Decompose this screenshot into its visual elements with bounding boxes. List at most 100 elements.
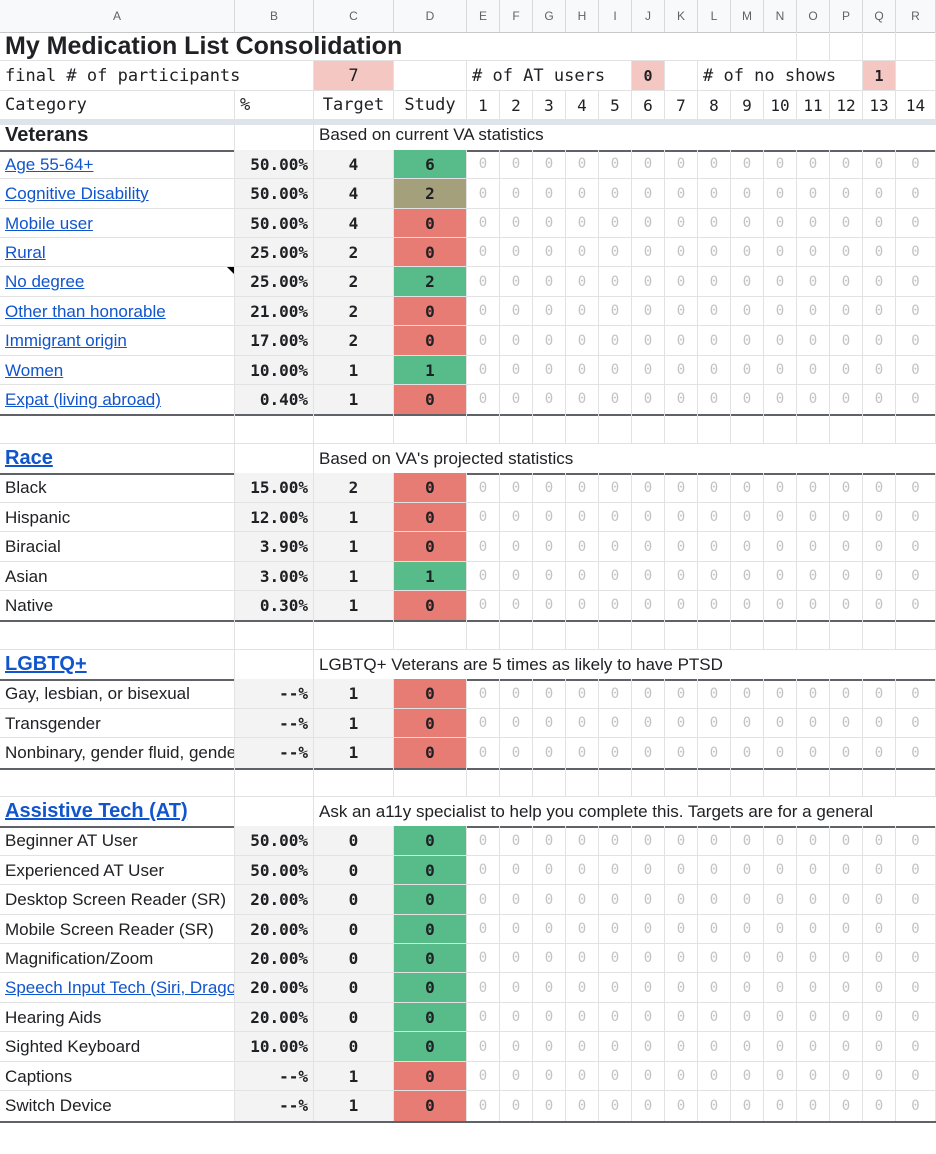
column-header-l[interactable]: L — [698, 0, 731, 32]
participant-cell[interactable]: 0 — [830, 915, 863, 944]
participant-cell[interactable]: 0 — [896, 297, 936, 326]
participant-cell[interactable]: 0 — [665, 885, 698, 915]
participant-cell[interactable]: 0 — [599, 679, 632, 709]
target-value[interactable]: 1 — [314, 503, 394, 532]
percent-header[interactable]: % — [235, 91, 314, 120]
participant-cell[interactable]: 0 — [533, 150, 566, 179]
participant-cell[interactable]: 0 — [467, 297, 500, 326]
participant-header-11[interactable]: 11 — [797, 91, 830, 120]
participant-cell[interactable]: 0 — [731, 1062, 764, 1091]
participant-cell[interactable]: 0 — [467, 532, 500, 562]
participant-cell[interactable]: 0 — [566, 944, 599, 973]
participant-cell[interactable]: 0 — [599, 885, 632, 915]
participant-cell[interactable]: 0 — [698, 532, 731, 562]
participant-cell[interactable]: 0 — [599, 709, 632, 738]
participant-cell[interactable]: 0 — [665, 856, 698, 885]
participant-cell[interactable]: 0 — [500, 591, 533, 620]
participant-cell[interactable]: 0 — [896, 326, 936, 356]
participant-cell[interactable]: 0 — [830, 679, 863, 709]
empty-cell[interactable] — [566, 768, 599, 797]
participant-header-12[interactable]: 12 — [830, 91, 863, 120]
category-label[interactable]: Mobile user — [0, 209, 235, 238]
empty-cell[interactable] — [863, 620, 896, 650]
participant-cell[interactable]: 0 — [764, 356, 797, 385]
target-value[interactable]: 0 — [314, 1032, 394, 1062]
participant-header-3[interactable]: 3 — [533, 91, 566, 120]
participant-cell[interactable]: 0 — [467, 209, 500, 238]
participant-cell[interactable]: 0 — [632, 591, 665, 620]
participant-cell[interactable]: 0 — [665, 179, 698, 209]
category-label[interactable]: Native — [0, 591, 235, 620]
participant-cell[interactable]: 0 — [830, 562, 863, 591]
page-title[interactable]: My Medication List Consolidation — [0, 32, 764, 61]
participant-cell[interactable]: 0 — [632, 326, 665, 356]
participant-cell[interactable]: 0 — [698, 562, 731, 591]
participant-cell[interactable]: 0 — [566, 532, 599, 562]
participant-cell[interactable]: 0 — [665, 679, 698, 709]
participant-cell[interactable]: 0 — [599, 1032, 632, 1062]
participant-cell[interactable]: 0 — [797, 326, 830, 356]
section-title[interactable]: LGBTQ+ — [0, 650, 235, 679]
participant-cell[interactable]: 0 — [896, 179, 936, 209]
participant-cell[interactable]: 0 — [533, 473, 566, 503]
participant-cell[interactable]: 0 — [731, 179, 764, 209]
study-value[interactable]: 2 — [394, 267, 467, 297]
target-value[interactable]: 1 — [314, 385, 394, 414]
participant-cell[interactable]: 0 — [599, 267, 632, 297]
participant-cell[interactable]: 0 — [665, 915, 698, 944]
participant-cell[interactable]: 0 — [467, 591, 500, 620]
empty-cell[interactable] — [863, 414, 896, 444]
participant-cell[interactable]: 0 — [797, 709, 830, 738]
participant-cell[interactable]: 0 — [698, 1032, 731, 1062]
participant-cell[interactable]: 0 — [665, 267, 698, 297]
participant-cell[interactable]: 0 — [830, 944, 863, 973]
participant-cell[interactable]: 0 — [632, 473, 665, 503]
target-value[interactable]: 1 — [314, 532, 394, 562]
target-value[interactable]: 4 — [314, 209, 394, 238]
participant-cell[interactable]: 0 — [566, 915, 599, 944]
participant-cell[interactable]: 0 — [632, 356, 665, 385]
participant-cell[interactable]: 0 — [566, 209, 599, 238]
participant-cell[interactable]: 0 — [533, 738, 566, 768]
category-label[interactable]: Rural — [0, 238, 235, 267]
category-label[interactable]: Gay, lesbian, or bisexual — [0, 679, 235, 709]
empty-cell[interactable] — [698, 768, 731, 797]
empty-cell[interactable] — [235, 797, 314, 826]
target-value[interactable]: 0 — [314, 826, 394, 856]
participant-cell[interactable]: 0 — [533, 356, 566, 385]
study-value[interactable]: 0 — [394, 679, 467, 709]
participant-cell[interactable]: 0 — [566, 179, 599, 209]
section-title[interactable]: Veterans — [0, 120, 235, 150]
participant-cell[interactable]: 0 — [698, 885, 731, 915]
column-header-b[interactable]: B — [235, 0, 314, 32]
study-value[interactable]: 0 — [394, 238, 467, 267]
participant-cell[interactable]: 0 — [830, 503, 863, 532]
empty-cell[interactable] — [500, 620, 533, 650]
study-value[interactable]: 0 — [394, 1003, 467, 1032]
participant-cell[interactable]: 0 — [566, 1003, 599, 1032]
percent-value[interactable]: 21.00% — [235, 297, 314, 326]
empty-cell[interactable] — [599, 620, 632, 650]
participant-cell[interactable]: 0 — [797, 826, 830, 856]
participant-cell[interactable]: 0 — [731, 738, 764, 768]
participant-cell[interactable]: 0 — [731, 503, 764, 532]
participant-cell[interactable]: 0 — [566, 973, 599, 1003]
participant-cell[interactable]: 0 — [731, 885, 764, 915]
participant-cell[interactable]: 0 — [665, 473, 698, 503]
participant-cell[interactable]: 0 — [797, 944, 830, 973]
empty-cell[interactable] — [533, 620, 566, 650]
percent-value[interactable]: 25.00% — [235, 238, 314, 267]
target-value[interactable]: 4 — [314, 179, 394, 209]
participant-cell[interactable]: 0 — [500, 856, 533, 885]
participant-cell[interactable]: 0 — [764, 238, 797, 267]
category-header[interactable]: Category — [0, 91, 235, 120]
participant-cell[interactable]: 0 — [665, 150, 698, 179]
participant-cell[interactable]: 0 — [533, 1062, 566, 1091]
column-header-d[interactable]: D — [394, 0, 467, 32]
target-value[interactable]: 0 — [314, 1003, 394, 1032]
participant-cell[interactable]: 0 — [632, 1062, 665, 1091]
participant-cell[interactable]: 0 — [599, 209, 632, 238]
participant-cell[interactable]: 0 — [632, 856, 665, 885]
category-label[interactable]: Nonbinary, gender fluid, gender non-conf… — [0, 738, 235, 768]
participant-cell[interactable]: 0 — [467, 973, 500, 1003]
